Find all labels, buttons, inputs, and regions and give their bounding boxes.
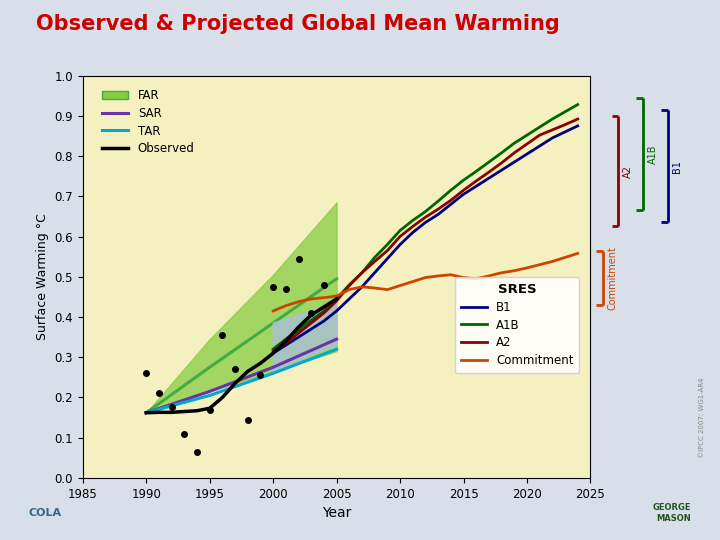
Point <box>318 280 330 289</box>
Point <box>255 371 266 380</box>
Point <box>153 389 165 398</box>
Text: B1: B1 <box>672 160 682 173</box>
Text: ©IPCC 2007: WG1-AR4: ©IPCC 2007: WG1-AR4 <box>699 377 705 458</box>
Text: GEORGE
MASON: GEORGE MASON <box>653 503 691 523</box>
Point <box>140 369 152 377</box>
Point <box>217 331 228 340</box>
Y-axis label: Surface Warming °C: Surface Warming °C <box>36 213 49 340</box>
Text: COLA: COLA <box>29 508 62 518</box>
Legend: B1, A1B, A2, Commitment: B1, A1B, A2, Commitment <box>455 277 580 373</box>
Point <box>305 309 317 318</box>
Text: A1B: A1B <box>647 144 657 164</box>
Text: A2: A2 <box>623 165 633 178</box>
Point <box>192 448 203 456</box>
Point <box>230 365 241 374</box>
Point <box>179 429 190 438</box>
Text: Observed & Projected Global Mean Warming: Observed & Projected Global Mean Warming <box>36 14 559 33</box>
Point <box>267 282 279 291</box>
Point <box>293 254 305 263</box>
Point <box>242 416 253 424</box>
Point <box>204 405 215 414</box>
X-axis label: Year: Year <box>322 506 351 520</box>
Point <box>280 285 292 293</box>
Point <box>166 403 177 412</box>
Text: Commitment: Commitment <box>607 246 617 310</box>
